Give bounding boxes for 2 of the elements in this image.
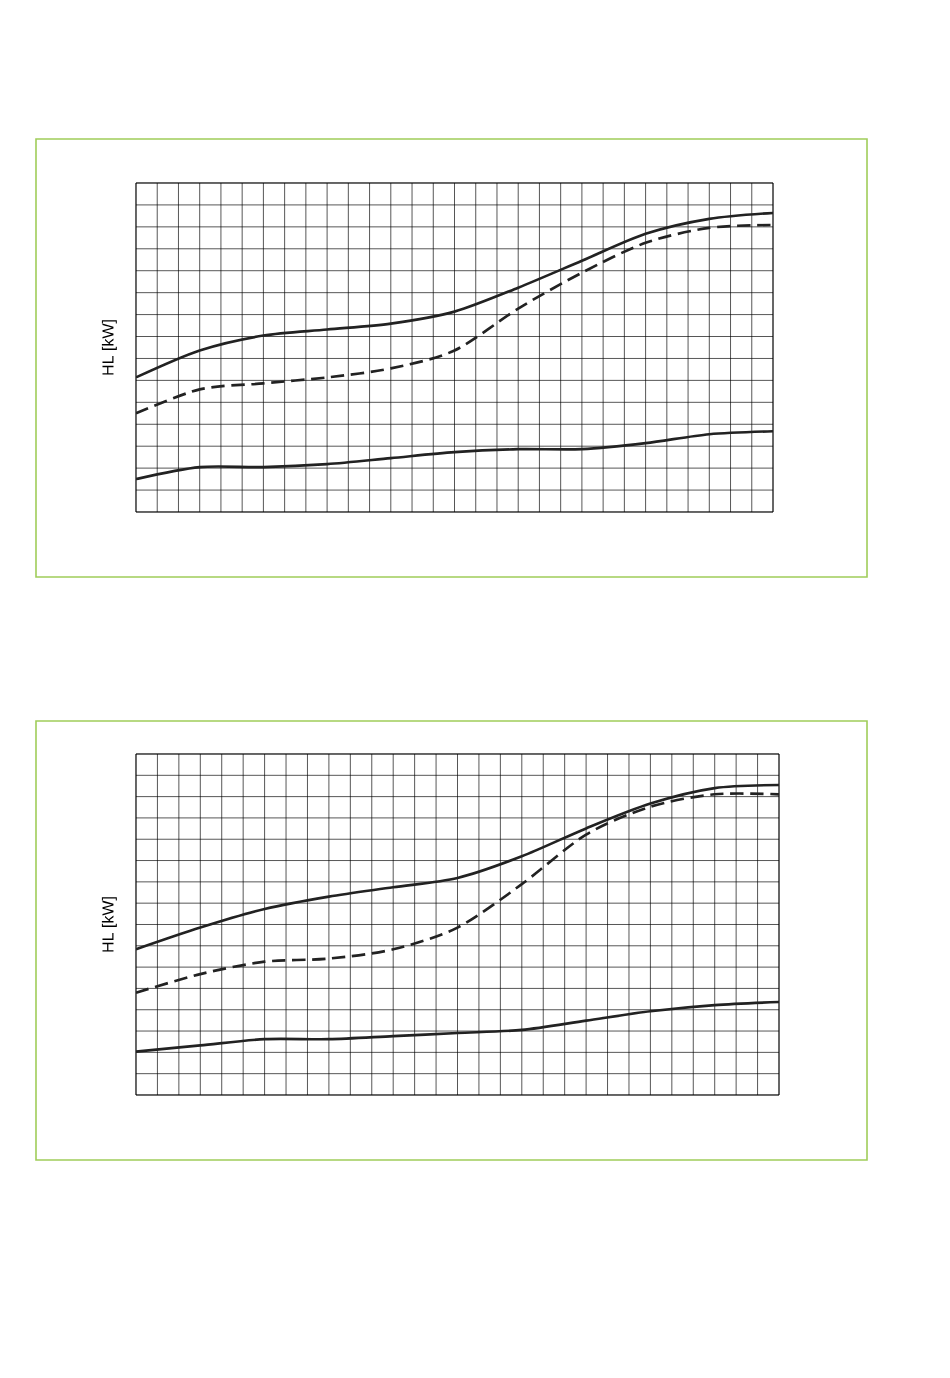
y-axis-title: HL [kW]: [101, 897, 117, 952]
y-axis-title: HL [kW]: [101, 320, 117, 375]
